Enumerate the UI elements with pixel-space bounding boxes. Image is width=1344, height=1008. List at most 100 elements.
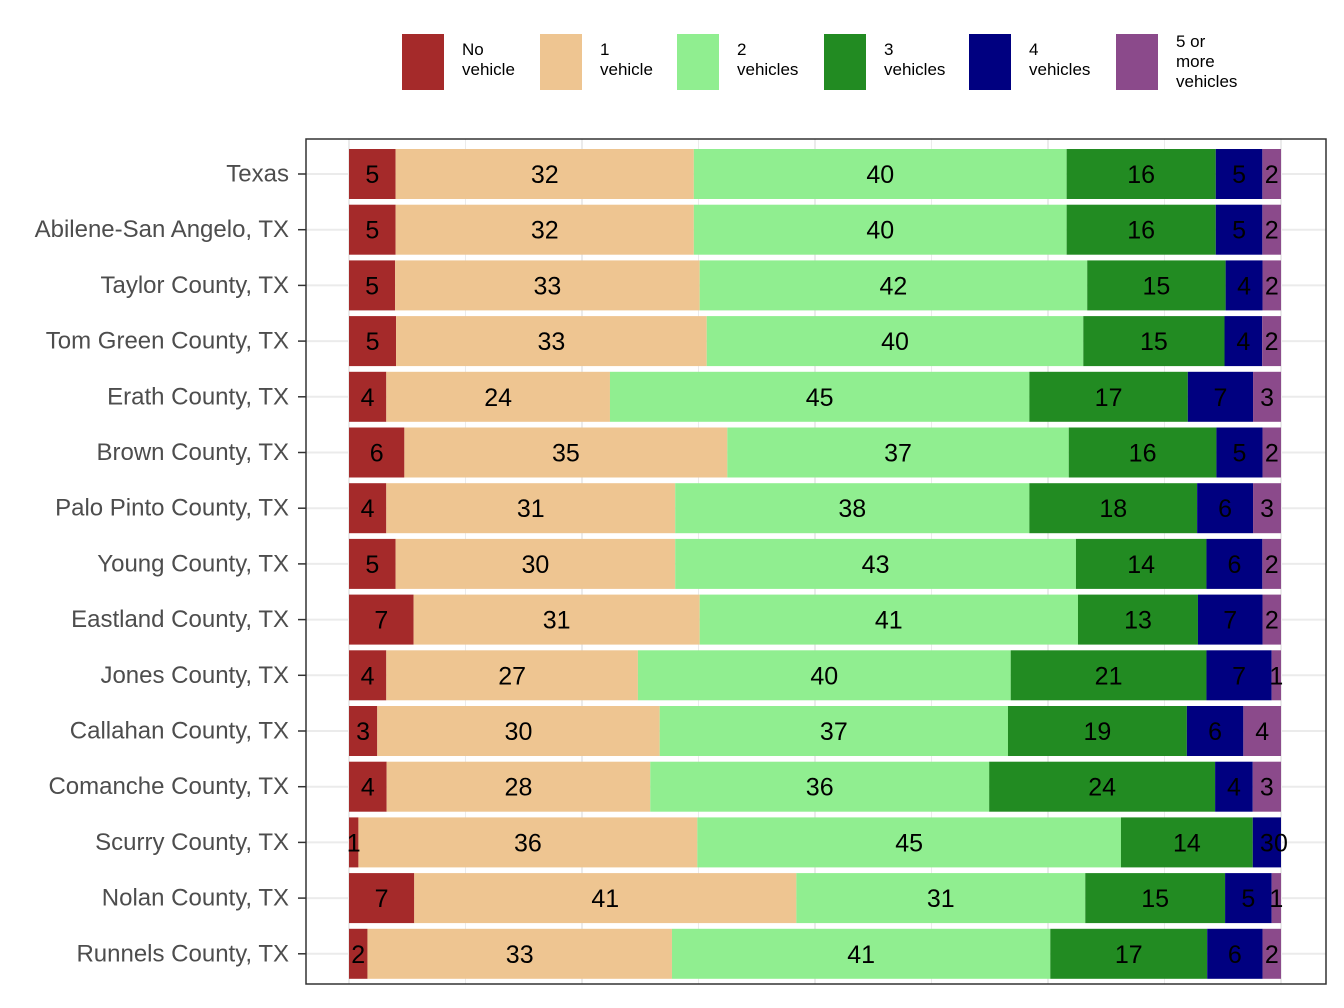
bar-value-label: 7 (1223, 607, 1237, 635)
y-tick-label: Runnels County, TX (76, 940, 289, 967)
panel-border (305, 138, 1327, 985)
bar-value-label: 32 (531, 217, 559, 245)
legend-swatch (824, 34, 866, 90)
bar-segment (1253, 483, 1281, 534)
bar-value-label: 2 (1265, 161, 1279, 189)
y-tick-label: Abilene-San Angelo, TX (35, 216, 289, 243)
bar-segment (396, 316, 707, 367)
bar-segment (395, 149, 694, 199)
bar-value-label: 40 (881, 328, 909, 356)
bar-value-label: 6 (1228, 941, 1242, 969)
bar-segment (1120, 817, 1253, 868)
bar-value-label: 24 (484, 384, 512, 412)
legend-label: 4 vehicles (1029, 40, 1091, 79)
bar-value-label: 4 (361, 774, 375, 802)
bar-value-label: 4 (1237, 272, 1251, 300)
bar-value-label: 33 (533, 272, 561, 300)
bar-segment (1068, 427, 1217, 478)
legend-label: 3 vehicles (884, 40, 946, 79)
bar-value-label: 3 (1260, 495, 1274, 523)
bar-segment (358, 817, 698, 868)
bar-value-label: 7 (375, 885, 389, 913)
bar-value-label: 16 (1127, 161, 1155, 189)
bar-value-label: 2 (1265, 607, 1279, 635)
bar-segment (386, 650, 638, 701)
bar-segment (386, 761, 651, 812)
y-tick-label: Taylor County, TX (100, 272, 289, 299)
bar-segment (637, 650, 1011, 701)
y-tick-label: Nolan County, TX (102, 885, 289, 912)
bar-segment (1087, 260, 1226, 311)
bar-segment (414, 873, 797, 924)
bar-value-label: 30 (521, 551, 549, 579)
bar-segment (697, 817, 1121, 868)
bar-value-label: 6 (370, 440, 384, 468)
bar-segment (1050, 928, 1208, 979)
bar-segment (796, 873, 1086, 924)
bar-segment (1252, 761, 1281, 812)
bar-value-label: 40 (866, 217, 894, 245)
bar-value-label: 5 (365, 217, 379, 245)
bar-segment (1066, 149, 1216, 199)
bar-value-label: 3 (1260, 774, 1274, 802)
bar-value-label: 17 (1115, 941, 1143, 969)
bar-value-label: 6 (1208, 718, 1222, 746)
bar-value-label: 2 (351, 941, 365, 969)
bar-value-label: 3 (1260, 384, 1274, 412)
bar-value-label: 6 (1227, 551, 1241, 579)
bar-segment (349, 204, 396, 255)
bar-segment (1262, 427, 1281, 478)
bar-segment (1215, 204, 1263, 255)
bar-value-label: 31 (517, 495, 545, 523)
bar-value-label: 15 (1140, 328, 1168, 356)
bar-segment (659, 706, 1008, 756)
bar-value-label: 4 (361, 384, 375, 412)
bar-value-label: 1 (1269, 662, 1283, 690)
bar-value-label: 38 (838, 495, 866, 523)
bar-value-label: 41 (591, 885, 619, 913)
bar-value-label: 4 (361, 662, 375, 690)
bar-segment (706, 316, 1084, 367)
bar-value-label: 7 (1213, 384, 1227, 412)
bar-value-label: 15 (1141, 885, 1169, 913)
bar-value-label: 35 (552, 440, 580, 468)
y-tick-label: Comanche County, TX (48, 773, 289, 800)
bar-segment (671, 928, 1051, 979)
bar-value-label: 2 (1265, 440, 1279, 468)
bar-segment (349, 427, 405, 478)
bar-value-label: 33 (537, 328, 565, 356)
bar-value-label: 5 (366, 328, 380, 356)
bar-value-label: 2 (1265, 328, 1279, 356)
bar-value-label: 5 (1232, 217, 1246, 245)
bar-segment (699, 594, 1078, 645)
bar-value-label: 5 (1241, 885, 1255, 913)
bar-segment (395, 204, 694, 255)
bar-segment (675, 483, 1030, 534)
bar-value-label: 2 (1265, 551, 1279, 579)
bar-segment (1224, 316, 1263, 367)
legend-label: 2 vehicles (737, 40, 799, 79)
bar-value-label: 5 (1233, 440, 1247, 468)
bar-segment (377, 706, 660, 756)
bar-segment (1066, 204, 1216, 255)
bar-value-label: 36 (806, 774, 834, 802)
bar-segment (1010, 650, 1207, 701)
y-tick-label: Scurry County, TX (95, 829, 289, 856)
bar-segment (413, 594, 700, 645)
bar-value-label: 42 (880, 272, 908, 300)
bar-segment (1075, 538, 1207, 589)
bar-segment (349, 706, 378, 756)
bar-value-labels: 5 32 40 16 5 25 32 40 16 5 25 33 42 15 4 25 33 40 15 4 24 24 4… (347, 161, 1288, 969)
bar-value-label: 33 (506, 941, 534, 969)
bar-segment (1215, 149, 1263, 199)
bar-value-label: 4 (1255, 718, 1269, 746)
bar-value-label: 41 (847, 941, 875, 969)
bar-value-label: 21 (1095, 662, 1123, 690)
bar-segment (386, 483, 676, 534)
bar-segment (1215, 761, 1253, 812)
bar-segment (349, 873, 415, 924)
legend-swatch (969, 34, 1011, 90)
bar-segment (349, 928, 368, 979)
bar-value-label: 4 (361, 495, 375, 523)
bar-value-label: 1 (1269, 885, 1283, 913)
